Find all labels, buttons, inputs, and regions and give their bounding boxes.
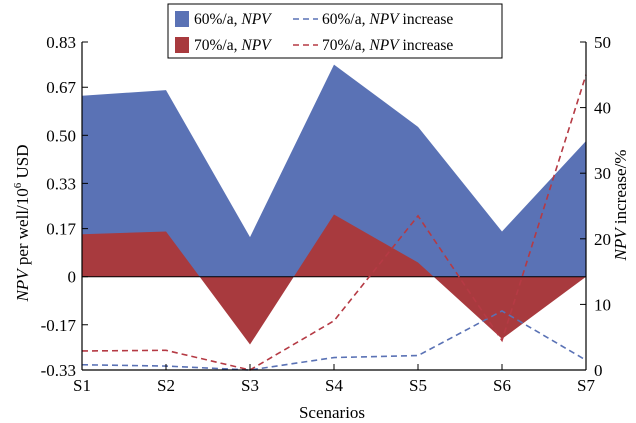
y-right-tick-label: 40 xyxy=(594,99,611,118)
y-left-tick-label: 0.50 xyxy=(46,126,76,145)
x-tick-label: S6 xyxy=(493,376,511,395)
y-right-tick-label: 0 xyxy=(594,361,603,380)
y-left-tick-label: -0.17 xyxy=(41,316,77,335)
legend-box xyxy=(167,3,503,59)
y-left-tick-label: 0.17 xyxy=(46,220,76,239)
y-left-title-sup: 6 xyxy=(12,182,24,188)
y-right-tick-label: 20 xyxy=(594,230,611,249)
y-left-title-npv: NPV xyxy=(13,267,32,303)
y-axis-right-title: NPV increase/% xyxy=(611,150,630,262)
y-left-title-rest: per well/10 xyxy=(13,188,32,269)
y-right-title-rest: increase/% xyxy=(611,150,630,229)
y-left-tick-label: -0.33 xyxy=(41,361,76,380)
y-left-tick-label: 0.83 xyxy=(46,33,76,52)
y-axis-left-title: NPV per well/106 USD xyxy=(12,144,32,302)
area-series-group xyxy=(82,64,586,345)
y-right-title-npv: NPV xyxy=(611,226,630,262)
legend-swatch-area xyxy=(175,11,189,27)
y-left-tick-label: 0 xyxy=(68,268,77,287)
axes-group xyxy=(81,41,587,371)
legend: 60%/a, NPV 60%/a, NPV increase 70%/a, NPV 7… xyxy=(167,3,503,59)
y-left-tick-label: 0.67 xyxy=(46,78,76,97)
legend-label-area: 70%/a, NPV xyxy=(194,37,272,54)
legend-label-line: 70%/a, NPV increase xyxy=(322,37,453,54)
x-tick-label: S4 xyxy=(325,376,343,395)
x-tick-label: S3 xyxy=(241,376,259,395)
y-right-tick-label: 30 xyxy=(594,164,611,183)
x-axis-title: Scenarios xyxy=(299,403,365,422)
x-tick-label: S2 xyxy=(157,376,175,395)
tick-labels-group: 0.83 0.67 0.50 0.33 0.17 0 -0.17 -0.33 50 40 30 20 1… xyxy=(41,33,611,395)
y-right-tick-label: 10 xyxy=(594,295,611,314)
x-tick-label: S1 xyxy=(73,376,91,395)
area-series-2 xyxy=(82,214,586,345)
area-series-1 xyxy=(82,64,586,277)
y-left-tick-label: 0.33 xyxy=(46,174,76,193)
legend-label-line: 60%/a, NPV increase xyxy=(322,11,453,28)
legend-swatch-area xyxy=(175,37,189,53)
y-left-title-unit: USD xyxy=(13,144,32,182)
line-series-2 xyxy=(81,74,587,371)
y-right-tick-label: 50 xyxy=(594,33,611,52)
x-tick-label: S7 xyxy=(577,376,595,395)
x-tick-label: S5 xyxy=(409,376,427,395)
legend-label-area: 60%/a, NPV xyxy=(194,11,272,28)
